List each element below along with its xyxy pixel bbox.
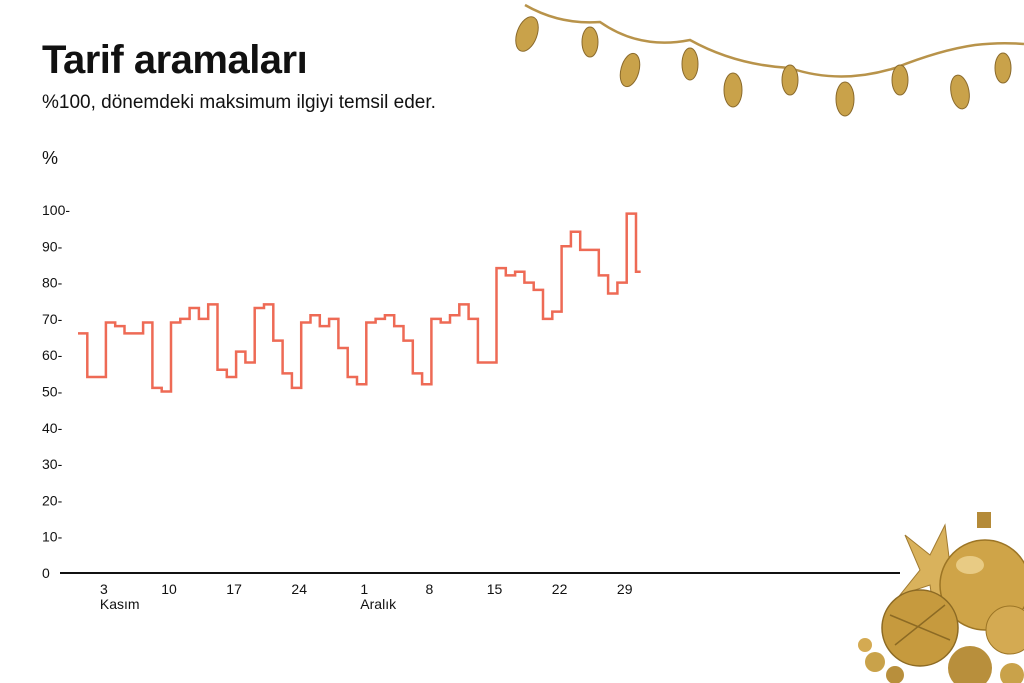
x-tick-label: 17: [226, 581, 242, 597]
y-tick-label: 100-: [42, 202, 70, 218]
series-step-line: [78, 212, 641, 393]
y-tick-label: 90-: [42, 238, 63, 254]
chart-subtitle: %100, dönemdeki maksimum ilgiyi temsil e…: [42, 92, 436, 113]
chart-title: Tarif aramaları: [42, 38, 308, 82]
x-tick-label: 3: [100, 581, 108, 597]
y-tick-label: 40-: [42, 420, 63, 436]
y-tick-label: 50-: [42, 384, 63, 400]
x-tick-label: 15: [487, 581, 503, 597]
x-tick-label: 8: [426, 581, 434, 597]
y-tick-label: 80-: [42, 275, 63, 291]
x-tick-label: 22: [552, 581, 568, 597]
x-tick-label: 24: [291, 581, 307, 597]
y-axis-ticks: 0 10- 20- 30- 40- 50- 60- 70- 80- 90- 100-: [42, 202, 70, 581]
x-tick-month-label: Kasım: [100, 596, 140, 612]
x-tick-label: 29: [617, 581, 633, 597]
y-tick-label: 30-: [42, 456, 63, 472]
y-tick-label: 10-: [42, 529, 63, 545]
y-axis-unit-label: %: [42, 148, 59, 168]
y-tick-label: 70-: [42, 311, 63, 327]
x-tick-label: 1: [360, 581, 368, 597]
y-tick-label: 0: [42, 565, 50, 581]
y-tick-label: 60-: [42, 347, 63, 363]
y-tick-label: 20-: [42, 492, 63, 508]
x-tick-label: 10: [161, 581, 177, 597]
x-tick-month-label: Aralık: [360, 596, 397, 612]
